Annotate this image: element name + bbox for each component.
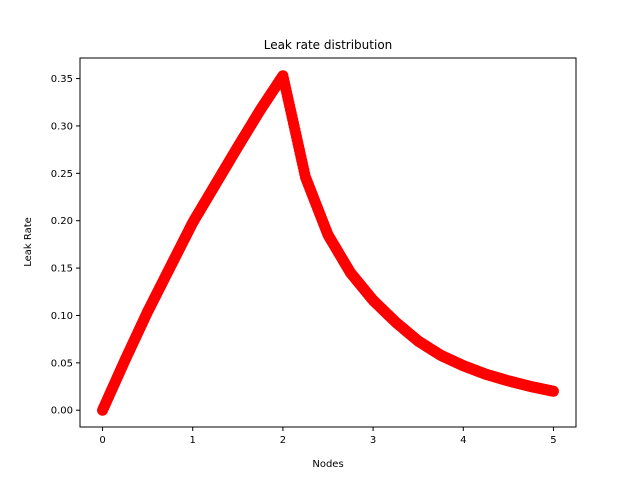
x-tick-label: 3 (370, 435, 376, 446)
y-tick-label: 0.30 (51, 121, 73, 132)
plot-frame (79, 57, 577, 428)
x-tick-label: 5 (550, 435, 556, 446)
x-tick-label: 2 (280, 435, 286, 446)
data-layer (97, 70, 559, 416)
y-tick-label: 0.25 (51, 169, 73, 180)
y-tick-label: 0.05 (51, 358, 73, 369)
chart-title: Leak rate distribution (264, 38, 393, 52)
y-axis-label: Leak Rate (23, 217, 34, 267)
y-axis-ticks: 0.00 0.05 0.10 0.15 0.20 0.25 0.30 0.35 (51, 74, 80, 417)
x-tick-label: 1 (190, 435, 196, 446)
y-tick-label: 0.20 (51, 216, 73, 227)
data-point (547, 385, 559, 397)
y-tick-label: 0.15 (51, 264, 73, 275)
y-tick-label: 0.35 (51, 74, 73, 85)
x-axis-label: Nodes (312, 459, 343, 470)
x-tick-label: 0 (99, 435, 105, 446)
y-tick-label: 0.10 (51, 311, 73, 322)
x-axis-ticks: 0 1 2 3 4 5 (99, 427, 557, 446)
y-tick-label: 0.00 (51, 406, 73, 417)
x-tick-label: 4 (460, 435, 466, 446)
